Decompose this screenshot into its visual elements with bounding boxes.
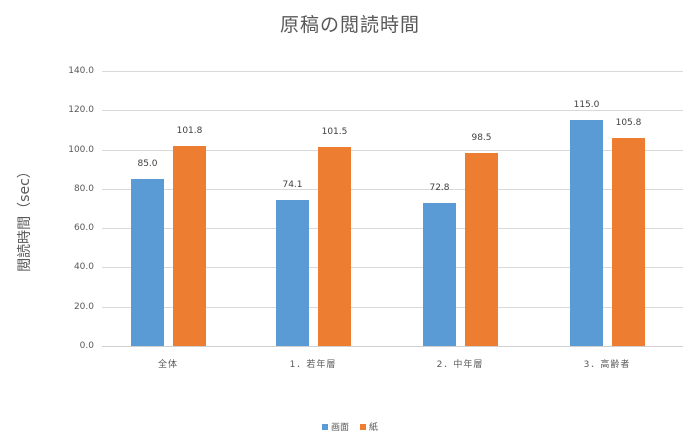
gridline	[102, 346, 683, 347]
gridline	[102, 71, 683, 72]
y-tick-label: 120.0	[68, 105, 94, 116]
y-tick-label: 40.0	[73, 262, 94, 273]
y-tick-label: 100.0	[68, 144, 94, 155]
y-tick-label: 140.0	[68, 66, 94, 76]
legend-label: 画面	[331, 423, 350, 433]
legend-item-screen[interactable]: 画面	[322, 420, 349, 433]
data-label: 101.8	[176, 126, 203, 137]
gridline	[102, 149, 683, 151]
bar-paper[interactable]	[317, 146, 351, 346]
data-label: 101.5	[321, 126, 348, 137]
x-tick-label: 2．中年層	[436, 360, 484, 370]
data-label: 105.8	[615, 118, 642, 129]
bar-paper[interactable]	[464, 152, 498, 346]
legend-swatch-icon	[359, 423, 366, 430]
gridline	[102, 110, 683, 112]
y-axis-label: 閲読時間（sec）	[17, 164, 33, 272]
legend-item-paper[interactable]: 紙	[359, 420, 378, 433]
bar-paper[interactable]	[172, 146, 206, 346]
bar-screen[interactable]	[569, 120, 603, 346]
x-tick-label: 1．若年層	[289, 360, 337, 370]
data-label: 115.0	[573, 100, 600, 111]
data-label: 72.8	[429, 183, 450, 193]
bar-screen[interactable]	[130, 179, 164, 346]
y-tick-label: 20.0	[73, 301, 94, 312]
gridline	[102, 228, 683, 230]
chart-title: 原稿の閲読時間	[279, 14, 420, 36]
legend-swatch-icon	[322, 423, 329, 430]
legend: 画面 紙	[0, 420, 700, 433]
x-tick-label: 全体	[157, 360, 178, 370]
data-label: 74.1	[282, 180, 303, 191]
y-tick-label: 0.0	[79, 341, 94, 351]
bar-paper[interactable]	[611, 138, 645, 346]
y-tick-label: 60.0	[73, 223, 94, 234]
gridline	[102, 306, 683, 308]
data-label: 98.5	[471, 132, 492, 143]
data-label: 85.0	[137, 159, 158, 170]
y-tick-label: 80.0	[73, 183, 94, 194]
bar-screen[interactable]	[275, 200, 309, 346]
legend-label: 紙	[368, 423, 378, 433]
plot-area: 0.0 20.0 40.0 60.0 80.0 100.0 120.0 140.0 85.0 10…	[68, 66, 683, 351]
x-tick-label: 3．高齢者	[583, 360, 631, 370]
bar-screen[interactable]	[422, 203, 456, 346]
gridline	[102, 267, 683, 269]
gridline	[102, 188, 683, 190]
